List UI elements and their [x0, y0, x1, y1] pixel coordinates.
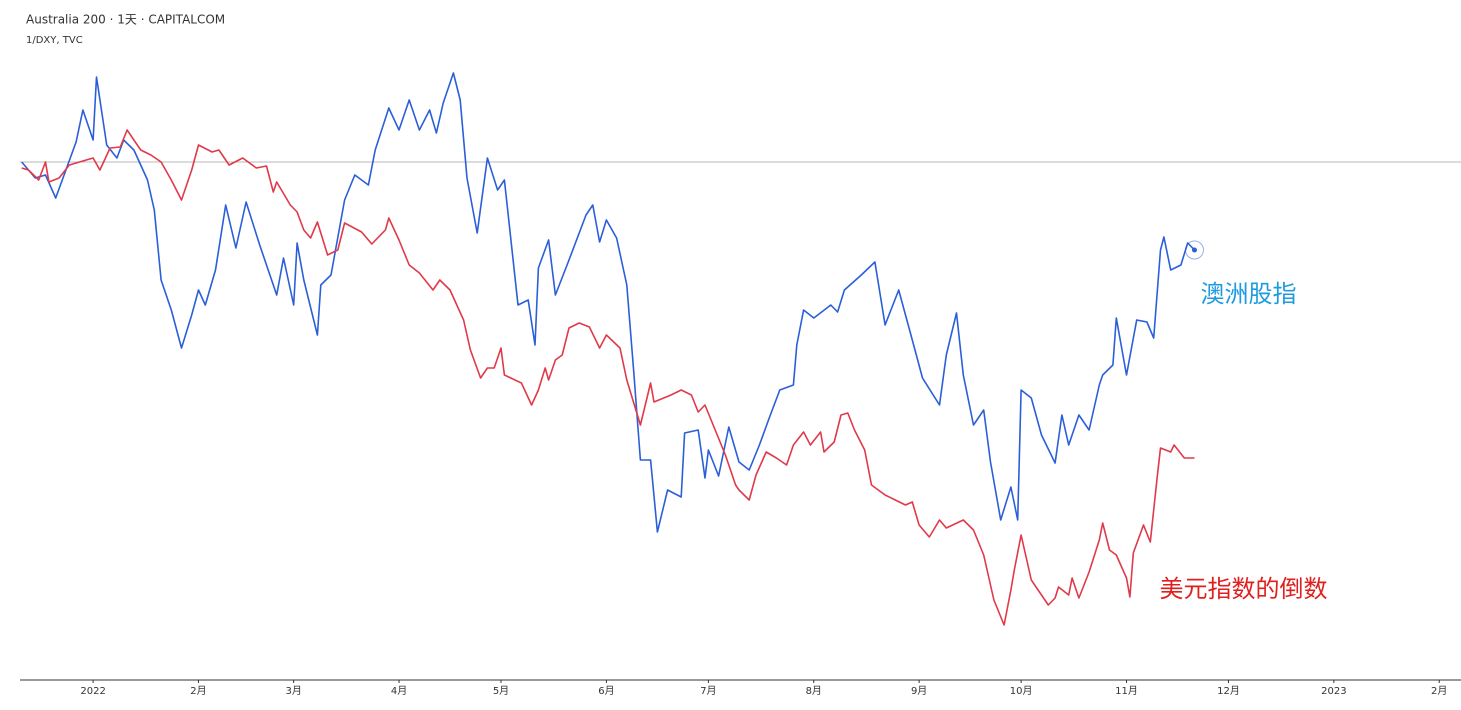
- series-label: 美元指数的倒数: [1159, 575, 1327, 603]
- x-tick-label: 3月: [285, 685, 301, 697]
- series-label: 澳洲股指: [1200, 280, 1296, 308]
- x-tick-label: 11月: [1115, 685, 1138, 697]
- x-tick-label: 2月: [190, 685, 206, 697]
- x-tick-label: 2022: [80, 686, 105, 697]
- chart-title: Australia 200 · 1天 · CAPITALCOM: [26, 13, 225, 27]
- x-tick-label: 6月: [598, 685, 614, 697]
- x-tick-label: 9月: [911, 685, 927, 697]
- x-tick-label: 10月: [1010, 685, 1033, 697]
- x-tick-label: 8月: [806, 685, 822, 697]
- x-tick-label: 4月: [391, 685, 407, 697]
- series-line: [21, 72, 1196, 533]
- end-dot: [1191, 247, 1197, 253]
- chart-subtitle: 1/DXY, TVC: [26, 35, 83, 46]
- x-tick-label: 2023: [1321, 686, 1346, 697]
- series-line: [21, 129, 1195, 626]
- x-tick-label: 7月: [700, 685, 716, 697]
- x-tick-label: 5月: [493, 685, 509, 697]
- x-tick-label: 12月: [1217, 685, 1240, 697]
- end-marker: [1184, 240, 1204, 260]
- x-tick-label: 2月: [1431, 685, 1447, 697]
